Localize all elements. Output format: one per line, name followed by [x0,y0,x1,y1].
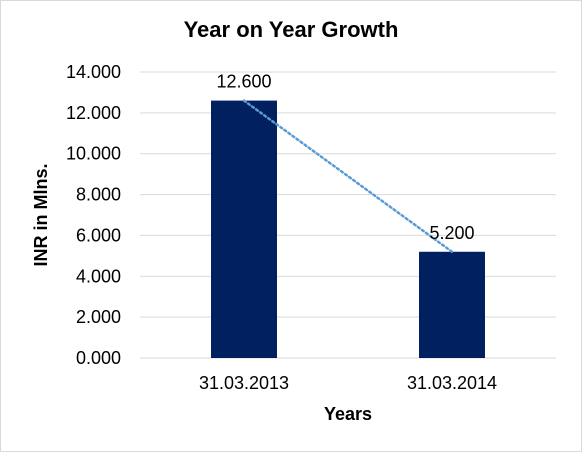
y-tick-label: 4.000 [76,266,121,286]
trendline-line [242,99,454,254]
y-tick-label: 0.000 [76,348,121,368]
y-tick-label: 12.000 [66,103,121,123]
bar [211,100,277,358]
x-tick-label: 31.03.2013 [199,373,289,393]
bars [211,100,485,358]
x-axis-ticks: 31.03.2013 31.03.2014 [199,373,497,393]
y-tick-label: 8.000 [76,185,121,205]
y-tick-label: 14.000 [66,62,121,82]
y-tick-label: 10.000 [66,144,121,164]
gridlines [140,71,556,359]
bar [419,251,485,358]
y-tick-label: 2.000 [76,307,121,327]
chart-title: Year on Year Growth [183,17,399,42]
x-tick-label: 31.03.2014 [407,373,497,393]
data-label: 12.600 [216,72,271,92]
y-axis-ticks: 0.000 2.000 4.000 6.000 8.000 10.000 12.000 14.… [66,62,121,368]
trendline [242,99,454,254]
data-labels: 12.600 5.200 [216,72,474,243]
y-tick-label: 6.000 [76,225,121,245]
y-axis-title: INR in Mlns. [31,164,51,267]
data-label: 5.200 [429,223,474,243]
x-axis-title: Years [324,404,372,424]
